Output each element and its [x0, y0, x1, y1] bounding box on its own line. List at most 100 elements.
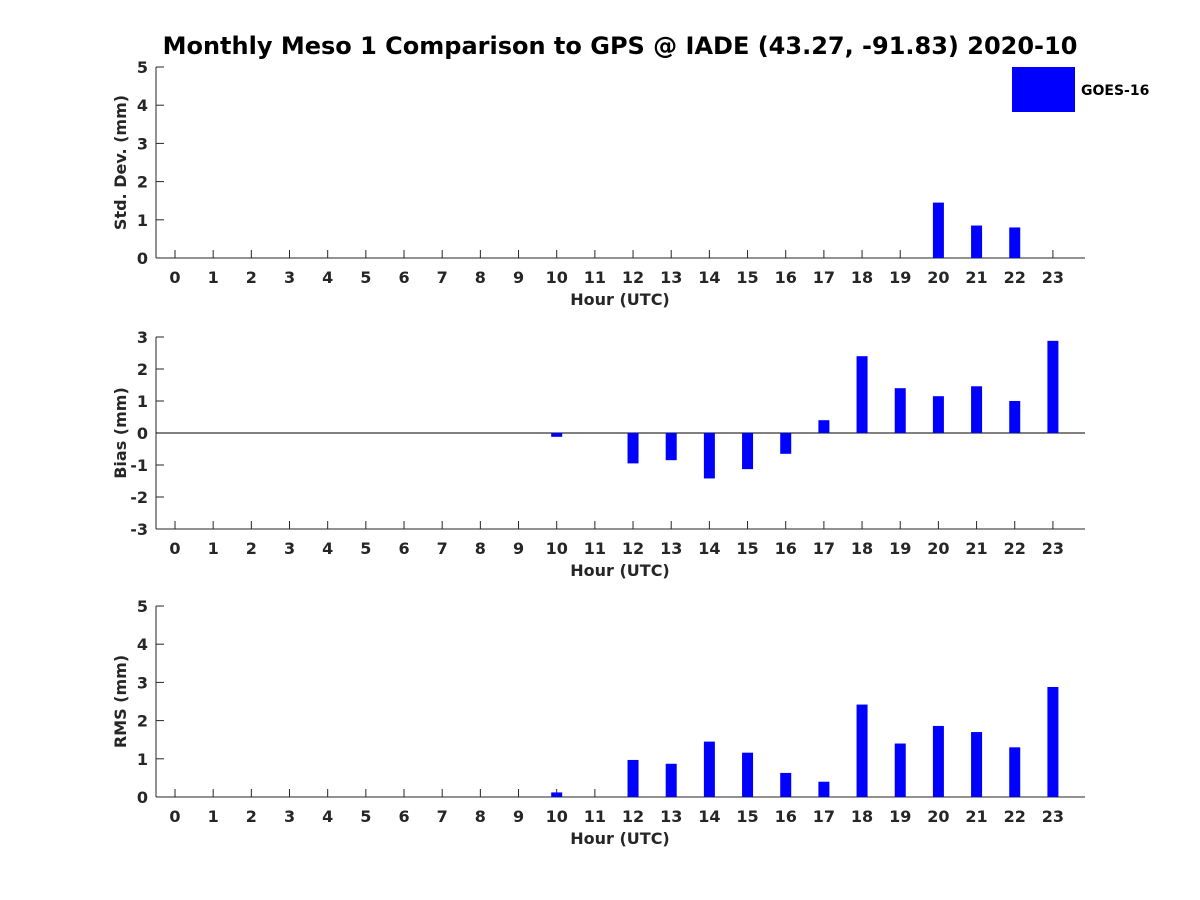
legend-swatch [1012, 67, 1075, 112]
bias-bar-hour-15 [742, 433, 754, 470]
std-dev-y-label: Std. Dev. (mm) [111, 95, 130, 230]
std-dev-bar-hour-21 [971, 225, 983, 258]
bias-x-tick-label: 17 [813, 539, 835, 558]
std-dev-x-tick-label: 2 [246, 268, 257, 287]
bias-bar-hour-23 [1047, 340, 1059, 433]
rms-x-tick-label: 5 [360, 807, 371, 826]
bias-bar-hour-20 [932, 396, 944, 433]
bias-y-tick-label: 1 [137, 392, 148, 411]
std-dev-y-tick-label: 3 [137, 134, 148, 153]
std-dev-x-tick-label: 14 [698, 268, 720, 287]
rms-bar-hour-23 [1047, 686, 1059, 797]
bias-x-tick-label: 3 [284, 539, 295, 558]
bias-x-tick-label: 14 [698, 539, 720, 558]
rms-bar-hour-14 [703, 741, 715, 797]
bias-bar-hour-12 [627, 433, 639, 464]
rms-x-tick-label: 1 [208, 807, 219, 826]
std-dev-y-tick-label: 2 [137, 173, 148, 192]
rms-x-tick-label: 6 [398, 807, 409, 826]
bias-x-tick-label: 16 [775, 539, 797, 558]
rms-x-tick-label: 21 [965, 807, 987, 826]
bias-x-tick-label: 0 [169, 539, 180, 558]
bias-y-tick-label: -1 [130, 456, 148, 475]
rms-y-tick-label: 5 [137, 597, 148, 616]
bias-bar-hour-13 [665, 433, 677, 461]
chart-title: Monthly Meso 1 Comparison to GPS @ IADE … [163, 32, 1078, 60]
bias-bar-hour-21 [971, 386, 983, 433]
rms-x-tick-label: 0 [169, 807, 180, 826]
std-dev-x-tick-label: 23 [1042, 268, 1064, 287]
std-dev-x-tick-label: 7 [437, 268, 448, 287]
std-dev-x-tick-label: 10 [546, 268, 568, 287]
bias-bar-hour-10 [551, 433, 563, 437]
rms-y-tick-label: 0 [137, 788, 148, 807]
std-dev-y-tick-label: 1 [137, 211, 148, 230]
rms-bar-hour-15 [742, 752, 754, 797]
rms-x-tick-label: 20 [927, 807, 949, 826]
rms-bar-hour-22 [1009, 747, 1021, 797]
std-dev-x-tick-label: 12 [622, 268, 644, 287]
std-dev-x-tick-label: 22 [1004, 268, 1026, 287]
bias-x-tick-label: 8 [475, 539, 486, 558]
std-dev-x-tick-label: 8 [475, 268, 486, 287]
bias-bar-hour-16 [780, 433, 792, 454]
legend-label: GOES-16 [1081, 83, 1149, 99]
rms-x-tick-label: 9 [513, 807, 524, 826]
rms-x-tick-label: 10 [546, 807, 568, 826]
bias-x-tick-label: 13 [660, 539, 682, 558]
rms-bar-hour-17 [818, 781, 830, 797]
std-dev-x-tick-label: 6 [398, 268, 409, 287]
bias-bar-hour-22 [1009, 401, 1021, 433]
bias-y-tick-label: -3 [130, 520, 148, 539]
rms-x-tick-label: 7 [437, 807, 448, 826]
bias-y-tick-label: 3 [137, 328, 148, 347]
std-dev-x-tick-label: 5 [360, 268, 371, 287]
std-dev-x-tick-label: 11 [584, 268, 606, 287]
rms-bar-hour-21 [971, 732, 983, 797]
bias-x-tick-label: 7 [437, 539, 448, 558]
rms-bar-hour-19 [894, 743, 906, 797]
bias-x-tick-label: 19 [889, 539, 911, 558]
rms-y-tick-label: 1 [137, 750, 148, 769]
rms-x-label: Hour (UTC) [570, 829, 670, 848]
bias-x-tick-label: 15 [736, 539, 758, 558]
std-dev-y-tick-label: 5 [137, 58, 148, 77]
rms-x-tick-label: 4 [322, 807, 333, 826]
std-dev-x-tick-label: 19 [889, 268, 911, 287]
rms-x-tick-label: 14 [698, 807, 720, 826]
rms-x-tick-label: 8 [475, 807, 486, 826]
rms-x-tick-label: 2 [246, 807, 257, 826]
rms-bar-hour-20 [932, 725, 944, 797]
std-dev-x-tick-label: 20 [927, 268, 949, 287]
std-dev-x-tick-label: 9 [513, 268, 524, 287]
rms-x-tick-label: 11 [584, 807, 606, 826]
bias-bar-hour-17 [818, 420, 830, 433]
std-dev-x-label: Hour (UTC) [570, 290, 670, 309]
bias-y-tick-label: 0 [137, 424, 148, 443]
rms-x-tick-label: 22 [1004, 807, 1026, 826]
bias-x-tick-label: 21 [965, 539, 987, 558]
bias-bar-hour-14 [703, 433, 715, 479]
bias-x-tick-label: 1 [208, 539, 219, 558]
bias-y-label: Bias (mm) [111, 387, 130, 479]
bias-y-tick-label: 2 [137, 360, 148, 379]
bias-x-tick-label: 4 [322, 539, 333, 558]
rms-y-tick-label: 4 [137, 635, 148, 654]
rms-x-tick-label: 19 [889, 807, 911, 826]
std-dev-x-tick-label: 16 [775, 268, 797, 287]
std-dev-x-tick-label: 3 [284, 268, 295, 287]
std-dev-x-tick-label: 0 [169, 268, 180, 287]
rms-x-tick-label: 12 [622, 807, 644, 826]
std-dev-y-tick-label: 4 [137, 96, 148, 115]
rms-bar-hour-13 [665, 763, 677, 797]
bias-bar-hour-19 [894, 388, 906, 433]
bias-x-label: Hour (UTC) [570, 561, 670, 580]
rms-x-tick-label: 3 [284, 807, 295, 826]
rms-x-tick-label: 18 [851, 807, 873, 826]
bias-x-tick-label: 6 [398, 539, 409, 558]
